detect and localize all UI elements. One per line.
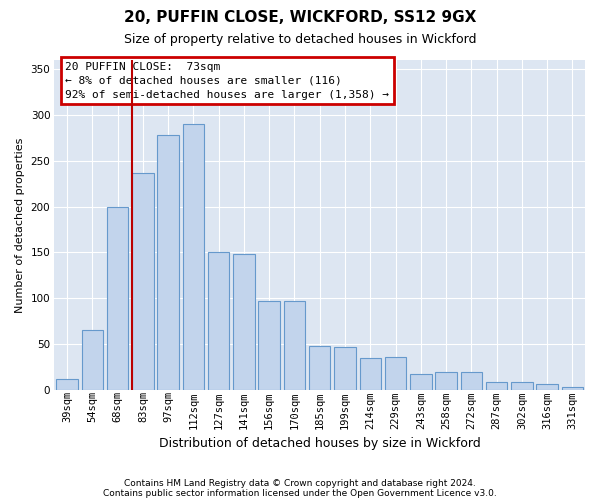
Bar (56, 379, 78, 390)
Y-axis label: Number of detached properties: Number of detached properties (15, 137, 25, 312)
Bar (233, 254, 254, 390)
Bar (511, 382, 533, 390)
Bar (309, 346, 331, 390)
Bar (562, 387, 583, 390)
Text: 20 PUFFIN CLOSE:  73sqm
← 8% of detached houses are smaller (116)
92% of semi-de: 20 PUFFIN CLOSE: 73sqm ← 8% of detached … (65, 62, 389, 100)
Bar (334, 346, 356, 390)
Bar (385, 357, 406, 390)
Bar (259, 301, 280, 390)
Bar (284, 301, 305, 390)
Text: 20, PUFFIN CLOSE, WICKFORD, SS12 9GX: 20, PUFFIN CLOSE, WICKFORD, SS12 9GX (124, 10, 476, 25)
Bar (82, 330, 103, 390)
Bar (436, 372, 457, 390)
Text: Contains public sector information licensed under the Open Government Licence v3: Contains public sector information licen… (103, 488, 497, 498)
Bar (182, 124, 204, 390)
Bar (359, 358, 381, 390)
Bar (107, 206, 128, 390)
Bar (157, 135, 179, 390)
Bar (461, 372, 482, 390)
Bar (536, 384, 558, 390)
X-axis label: Distribution of detached houses by size in Wickford: Distribution of detached houses by size … (159, 437, 481, 450)
Text: Size of property relative to detached houses in Wickford: Size of property relative to detached ho… (124, 32, 476, 46)
Bar (410, 374, 431, 390)
Text: Contains HM Land Registry data © Crown copyright and database right 2024.: Contains HM Land Registry data © Crown c… (124, 478, 476, 488)
Bar (486, 382, 508, 390)
Bar (132, 172, 154, 390)
Bar (208, 252, 229, 390)
